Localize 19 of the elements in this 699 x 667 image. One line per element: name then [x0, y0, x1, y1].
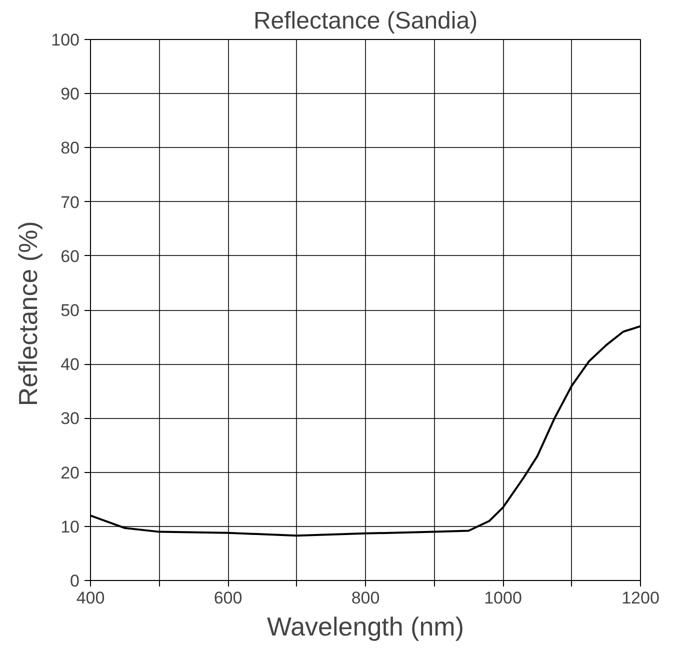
x-axis-title: Wavelength (nm): [267, 612, 464, 642]
y-tick-label: 70: [60, 192, 80, 212]
y-tick-label: 30: [60, 409, 80, 428]
x-tick-label: 800: [351, 588, 380, 608]
y-axis-title: Reflectance (%): [13, 221, 44, 406]
x-tick-label: 600: [214, 588, 242, 608]
y-tick-label: 100: [51, 30, 80, 50]
y-tick-label: 80: [60, 138, 80, 158]
y-tick-label: 10: [60, 517, 80, 536]
x-tick-label: 1000: [484, 588, 522, 608]
x-tick-label: 400: [76, 588, 105, 608]
y-tick-label: 0: [70, 572, 80, 590]
y-tick-label: 60: [60, 246, 80, 266]
y-tick-label: 20: [60, 463, 80, 482]
y-tick-label: 50: [60, 301, 80, 320]
x-tick-label: 1200: [622, 588, 660, 608]
chart-title: Reflectance (Sandia): [253, 8, 478, 34]
y-tick-label: 40: [60, 355, 80, 374]
y-tick-label: 90: [60, 84, 80, 104]
